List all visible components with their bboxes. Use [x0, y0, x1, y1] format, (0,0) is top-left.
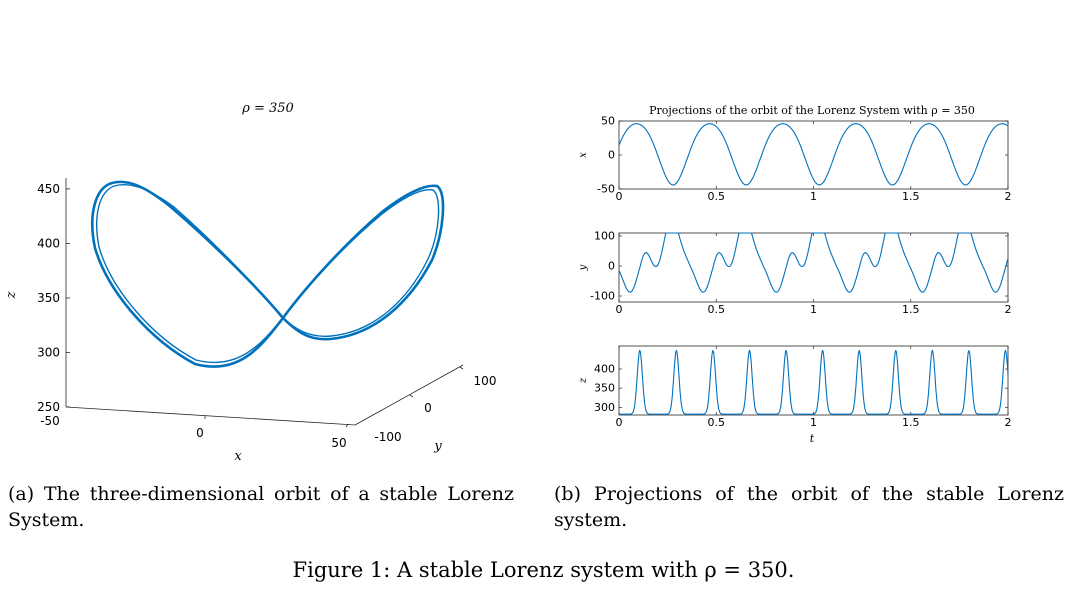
panel-frame — [618, 232, 1009, 303]
z-tick-label: 350 — [37, 291, 60, 305]
y-tick-mark — [409, 394, 414, 398]
t-tick-label: 0 — [616, 416, 623, 429]
t-tick-label: 2 — [1005, 303, 1012, 316]
value-tick-label: 350 — [594, 382, 615, 395]
x-tick-mark — [345, 423, 349, 428]
orbit-curve — [91, 180, 445, 368]
y-tick-label: -100 — [374, 430, 401, 444]
x-axis-line — [65, 406, 356, 426]
value-tick-label: 50 — [601, 115, 615, 128]
z-tick-label: 250 — [37, 400, 60, 414]
y-axis-label: y — [433, 439, 442, 454]
value-tick-label: 0 — [608, 149, 615, 162]
z-tick-label: 400 — [37, 236, 60, 250]
t-tick-label: 1 — [810, 190, 817, 203]
t-tick-label: 1.5 — [902, 190, 920, 203]
y-tick-label: 0 — [424, 401, 432, 415]
projection-panel-z: 0 0.5 1 1.5 2 400 350 300 z — [580, 345, 1012, 429]
caption-a: (a) The three-dimensional orbit of a sta… — [8, 483, 514, 531]
x-axis-label: x — [234, 449, 242, 464]
y-tick-mark — [459, 366, 464, 370]
value-tick-label: 100 — [594, 230, 615, 243]
figure-caption: Figure 1: A stable Lorenz system with ρ … — [292, 558, 795, 582]
z-tick-label: 450 — [37, 182, 60, 196]
t-tick-label: 2 — [1005, 416, 1012, 429]
t-tick-label: 1 — [810, 416, 817, 429]
projection-title: Projections of the orbit of the Lorenz S… — [649, 104, 975, 117]
projection-plots: Projections of the orbit of the Lorenz S… — [580, 104, 1012, 445]
x-tick-label: -50 — [40, 414, 60, 428]
projection-series-x — [618, 123, 1009, 186]
t-tick-label: 0 — [616, 303, 623, 316]
t-tick-label: 1.5 — [902, 303, 920, 316]
value-tick-label: 300 — [594, 401, 615, 414]
value-tick-label: 400 — [594, 363, 615, 376]
t-tick-label: 0 — [616, 190, 623, 203]
caption-b: (b) Projections of the orbit of the stab… — [554, 483, 1064, 531]
panel-ylabel: x — [580, 152, 589, 158]
value-tick-label: -50 — [597, 183, 615, 196]
x-tick-label: 0 — [196, 426, 204, 440]
value-tick-label: -100 — [590, 290, 615, 303]
x-tick-label: 50 — [331, 436, 346, 450]
t-axis-label: t — [810, 432, 815, 445]
z-tick-label: 300 — [37, 345, 60, 359]
t-tick-label: 2 — [1005, 190, 1012, 203]
t-tick-label: 0.5 — [708, 190, 726, 203]
t-tick-label: 0.5 — [708, 303, 726, 316]
value-tick-label: 0 — [608, 260, 615, 273]
t-tick-label: 1 — [810, 303, 817, 316]
orbit-inner-trace — [96, 184, 440, 364]
projection-series-y — [618, 232, 1009, 293]
t-tick-label: 1.5 — [902, 416, 920, 429]
y-tick-label: 100 — [474, 374, 497, 388]
z-axis-ticks: 250 300 350 400 450 — [37, 182, 70, 414]
panel-ylabel: y — [580, 264, 589, 271]
z-axis-label: z — [4, 291, 19, 299]
y-axis-line — [354, 364, 464, 426]
orbit-3d-title: ρ = 350 — [241, 101, 294, 116]
t-tick-label: 0.5 — [708, 416, 726, 429]
panel-ylabel: z — [580, 377, 589, 384]
projection-series-z — [619, 349, 1009, 415]
